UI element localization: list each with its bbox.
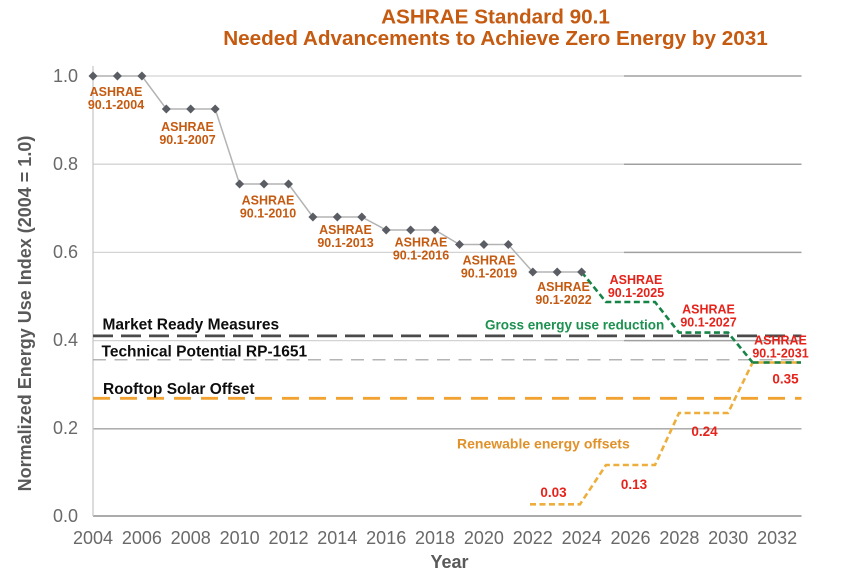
svg-text:Gross energy use reduction: Gross energy use reduction xyxy=(485,318,664,333)
svg-text:2032: 2032 xyxy=(757,528,797,548)
svg-text:ASHRAE: ASHRAE xyxy=(90,85,143,99)
svg-text:ASHRAE Standard 90.1: ASHRAE Standard 90.1 xyxy=(381,6,610,29)
svg-text:0.24: 0.24 xyxy=(691,424,718,439)
svg-text:90.1-2013: 90.1-2013 xyxy=(317,236,373,250)
svg-text:2016: 2016 xyxy=(366,528,406,548)
svg-text:ASHRAE: ASHRAE xyxy=(610,273,663,287)
svg-text:ASHRAE: ASHRAE xyxy=(463,254,516,268)
svg-text:2018: 2018 xyxy=(415,528,455,548)
svg-text:90.1-2016: 90.1-2016 xyxy=(393,249,449,263)
svg-text:0.8: 0.8 xyxy=(53,154,78,174)
svg-text:2026: 2026 xyxy=(610,528,650,548)
svg-text:2006: 2006 xyxy=(122,528,162,548)
svg-text:0.0: 0.0 xyxy=(53,506,78,526)
svg-text:ASHRAE: ASHRAE xyxy=(161,120,214,134)
svg-text:90.1-2019: 90.1-2019 xyxy=(461,267,517,281)
svg-text:2030: 2030 xyxy=(708,528,748,548)
svg-text:2012: 2012 xyxy=(268,528,308,548)
svg-text:90.1-2027: 90.1-2027 xyxy=(680,316,736,330)
svg-text:ASHRAE: ASHRAE xyxy=(395,236,448,250)
svg-text:Market Ready Measures: Market Ready Measures xyxy=(103,317,280,334)
svg-text:2020: 2020 xyxy=(464,528,504,548)
svg-text:2004: 2004 xyxy=(73,528,113,548)
svg-text:2028: 2028 xyxy=(659,528,699,548)
svg-text:90.1-2004: 90.1-2004 xyxy=(88,98,144,112)
svg-text:0.03: 0.03 xyxy=(540,485,567,500)
svg-text:ASHRAE: ASHRAE xyxy=(682,303,735,317)
svg-text:0.13: 0.13 xyxy=(621,477,648,492)
svg-text:Technical Potential RP-1651: Technical Potential RP-1651 xyxy=(102,344,308,361)
svg-text:0.2: 0.2 xyxy=(53,418,78,438)
svg-text:ASHRAE: ASHRAE xyxy=(242,194,295,208)
svg-text:0.4: 0.4 xyxy=(53,330,78,350)
svg-text:2024: 2024 xyxy=(562,528,602,548)
svg-text:ASHRAE: ASHRAE xyxy=(537,280,590,294)
svg-text:0.6: 0.6 xyxy=(53,242,78,262)
svg-text:90.1-2022: 90.1-2022 xyxy=(535,293,591,307)
svg-text:2022: 2022 xyxy=(513,528,553,548)
svg-text:2010: 2010 xyxy=(220,528,260,548)
svg-text:ASHRAE: ASHRAE xyxy=(754,334,807,348)
svg-text:2014: 2014 xyxy=(317,528,357,548)
svg-text:Normalized Energy Use Index (2: Normalized Energy Use Index (2004 = 1.0) xyxy=(15,136,35,492)
svg-text:ASHRAE: ASHRAE xyxy=(319,223,372,237)
svg-text:0.35: 0.35 xyxy=(772,372,799,387)
svg-text:90.1-2025: 90.1-2025 xyxy=(608,286,664,300)
svg-text:Needed Advancements to Achieve: Needed Advancements to Achieve Zero Ener… xyxy=(223,27,768,50)
svg-text:Year: Year xyxy=(430,552,468,572)
svg-text:90.1-2007: 90.1-2007 xyxy=(159,133,215,147)
svg-text:Rooftop Solar Offset: Rooftop Solar Offset xyxy=(103,381,255,398)
svg-text:90.1-2010: 90.1-2010 xyxy=(240,207,296,221)
svg-text:Renewable energy offsets: Renewable energy offsets xyxy=(457,436,630,452)
svg-text:90.1-2031: 90.1-2031 xyxy=(752,347,808,361)
svg-text:2008: 2008 xyxy=(171,528,211,548)
svg-text:1.0: 1.0 xyxy=(53,66,78,86)
